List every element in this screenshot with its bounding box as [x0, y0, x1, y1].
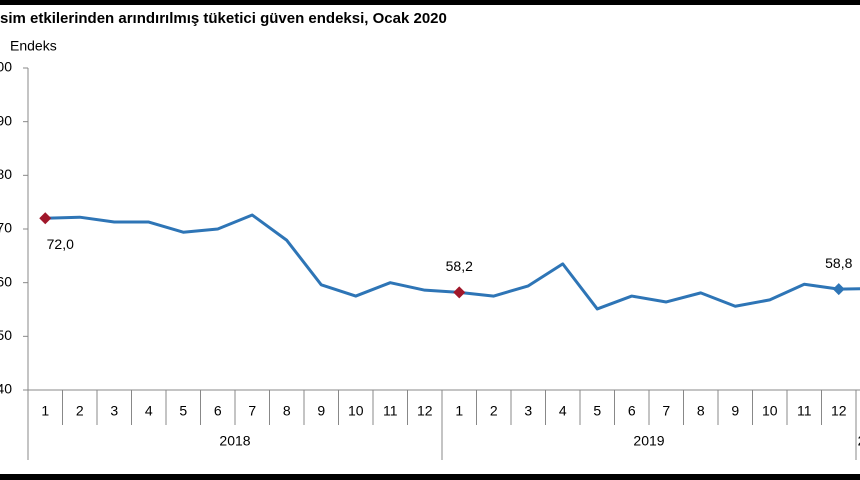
y-tick-label: 80 [0, 166, 12, 182]
x-tick-label: 3 [110, 403, 118, 419]
x-tick-label: 8 [697, 403, 705, 419]
y-tick-label: 50 [0, 327, 12, 343]
y-tick-label: 60 [0, 273, 12, 289]
x-tick-label: 5 [593, 403, 601, 419]
x-tick-label: 3 [524, 403, 532, 419]
value-label: 58,2 [446, 258, 473, 274]
y-tick-label: 90 [0, 112, 12, 128]
x-tick-label: 7 [248, 403, 256, 419]
x-tick-label: 9 [317, 403, 325, 419]
x-tick-label: 5 [179, 403, 187, 419]
highlight-marker [453, 286, 466, 299]
x-tick-label: 11 [383, 403, 398, 419]
group-label: 2019 [633, 433, 664, 449]
x-tick-label: 10 [348, 403, 364, 419]
top-border [0, 0, 860, 5]
x-tick-label: 11 [797, 403, 812, 419]
x-tick-label: 10 [762, 403, 778, 419]
y-axis-label: Endeks [10, 38, 57, 54]
y-tick-label: 70 [0, 220, 12, 236]
x-tick-label: 1 [41, 403, 49, 419]
x-tick-label: 9 [731, 403, 739, 419]
highlight-marker [39, 212, 52, 225]
x-tick-label: 12 [831, 403, 847, 419]
y-tick-label: 100 [0, 59, 12, 75]
chart-title: sim etkilerinden arındırılmış tüketici g… [0, 10, 447, 27]
y-tick-label: 40 [0, 381, 12, 397]
x-tick-label: 1 [455, 403, 463, 419]
x-tick-label: 12 [417, 403, 433, 419]
group-label: 2020 [858, 433, 860, 449]
x-tick-label: 7 [662, 403, 670, 419]
x-tick-label: 2 [76, 403, 84, 419]
group-label: 2018 [219, 433, 250, 449]
x-tick-label: 4 [145, 403, 153, 419]
highlight-marker [832, 283, 845, 296]
x-tick-label: 2 [490, 403, 498, 419]
x-tick-label: 4 [559, 403, 567, 419]
value-label: 58,8 [825, 255, 852, 271]
x-tick-label: 6 [628, 403, 636, 419]
value-label: 72,0 [47, 236, 74, 252]
x-tick-label: 6 [214, 403, 222, 419]
x-tick-label: 8 [283, 403, 291, 419]
bottom-border [0, 474, 860, 480]
